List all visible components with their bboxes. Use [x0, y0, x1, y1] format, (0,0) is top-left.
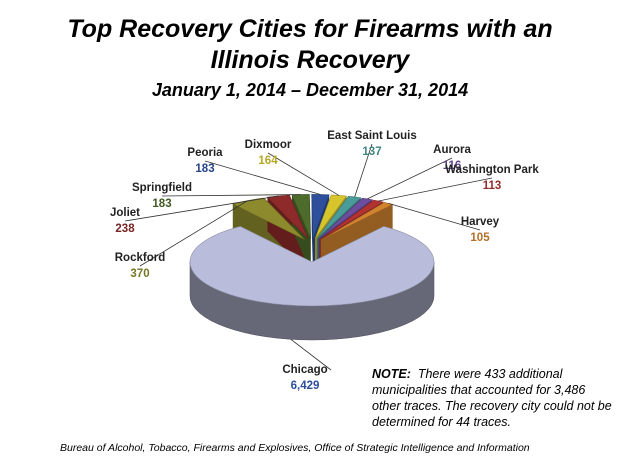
source: Bureau of Alcohol, Tobacco, Firearms and…: [60, 442, 530, 454]
category-label: Chicago: [282, 364, 327, 376]
chart-subtitle: January 1, 2014 – December 31, 2014: [151, 80, 469, 100]
category-label: Washington Park: [445, 164, 539, 176]
slice: [314, 194, 348, 239]
category-label: Dixmoor: [245, 139, 292, 151]
leader-line: [367, 157, 453, 200]
value-label: 164: [258, 155, 278, 167]
leader-line: [161, 194, 301, 197]
slice: [316, 196, 362, 240]
value-label: 116: [443, 160, 462, 172]
category-label: Springfield: [132, 182, 192, 194]
slice: [189, 226, 435, 307]
category-label: Peoria: [187, 147, 223, 159]
slice: [311, 194, 330, 239]
leader-line: [388, 203, 481, 231]
leader-line: [378, 177, 493, 202]
value-label: 113: [483, 180, 502, 192]
leader-line: [204, 160, 321, 195]
value-label: 238: [115, 223, 135, 235]
value-label: 105: [470, 232, 490, 244]
note-label: NOTE:: [372, 367, 411, 381]
category-label: East Saint Louis: [327, 130, 416, 142]
value-label: 183: [152, 198, 171, 210]
chart-title: Top Recovery Cities for Firearms with an…: [67, 15, 553, 74]
slice: [266, 194, 309, 239]
note: NOTE: There were 433 additional municipa…: [372, 366, 612, 430]
leader-line: [267, 152, 340, 196]
category-label: Rockford: [115, 252, 165, 264]
value-label: 6,429: [291, 380, 320, 392]
value-label: 183: [195, 163, 214, 175]
category-label: Harvey: [461, 216, 500, 228]
note-text: There were 433 additional municipalities…: [372, 367, 612, 429]
leader-line: [124, 195, 279, 222]
category-label: Aurora: [433, 144, 471, 156]
value-label: 370: [130, 268, 149, 280]
leader-line: [139, 200, 248, 267]
leader-line: [290, 339, 332, 371]
value-label: 137: [362, 146, 381, 158]
category-label: Joliet: [110, 207, 140, 219]
leader-line: [354, 143, 373, 198]
